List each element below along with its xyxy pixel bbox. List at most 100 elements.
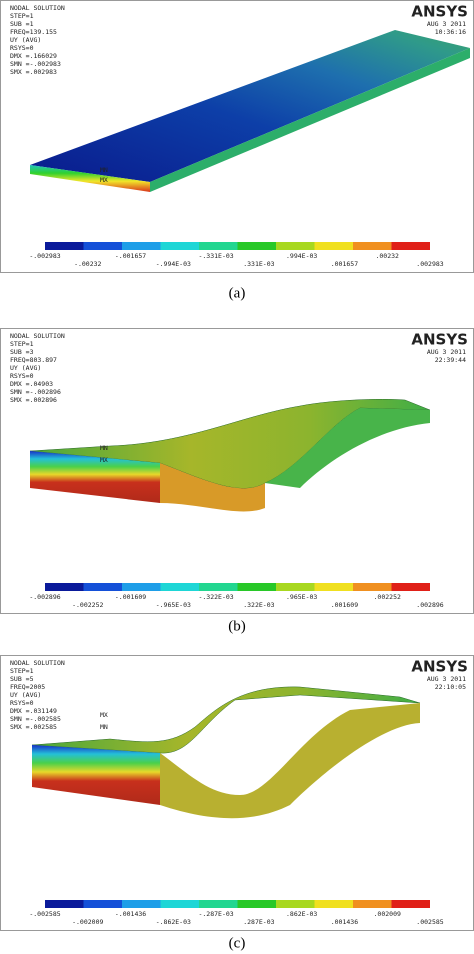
header-line: SMN =-.002983 bbox=[10, 60, 61, 68]
header-line: STEP=1 bbox=[10, 340, 34, 348]
caption: (c) bbox=[229, 935, 246, 951]
node-label: MN bbox=[100, 723, 108, 731]
legend-label: .002896 bbox=[416, 601, 443, 609]
ansys-logo: ANSYS bbox=[411, 3, 468, 21]
legend-swatch bbox=[45, 900, 84, 908]
header-line: RSYS=0 bbox=[10, 699, 34, 707]
plate-top bbox=[30, 30, 470, 182]
legend-swatch bbox=[122, 900, 161, 908]
legend-label: .002983 bbox=[416, 260, 443, 268]
date: AUG 3 2011 bbox=[427, 675, 466, 683]
legend-swatch bbox=[276, 900, 315, 908]
legend-label: .001609 bbox=[331, 601, 358, 609]
header-line: FREQ=2005 bbox=[10, 683, 45, 691]
legend-swatch bbox=[45, 583, 84, 591]
legend-swatch bbox=[122, 583, 161, 591]
legend-label: -.002009 bbox=[72, 918, 103, 926]
legend-swatch bbox=[237, 242, 276, 250]
header-line: SMX =.002896 bbox=[10, 396, 57, 404]
legend-label: -.00232 bbox=[74, 260, 101, 268]
plate-top bbox=[31, 686, 421, 754]
legend-swatch bbox=[199, 900, 238, 908]
ansys-logo: ANSYS bbox=[411, 658, 468, 676]
legend-label: -.002585 bbox=[29, 910, 60, 918]
legend-swatch bbox=[160, 900, 199, 908]
legend-label: .001657 bbox=[331, 260, 358, 268]
legend-label: -.994E-03 bbox=[156, 260, 191, 268]
time: 22:39:44 bbox=[435, 356, 466, 364]
header-line: RSYS=0 bbox=[10, 44, 34, 52]
legend-label: -.862E-03 bbox=[156, 918, 191, 926]
node-label: MN bbox=[100, 166, 108, 174]
header-line: UY (AVG) bbox=[10, 691, 41, 699]
legend-swatch bbox=[122, 242, 161, 250]
legend-swatch bbox=[391, 242, 430, 250]
legend-swatch bbox=[83, 900, 122, 908]
legend-swatch bbox=[160, 583, 199, 591]
header-line: DMX =.166029 bbox=[10, 52, 57, 60]
legend-swatch bbox=[391, 900, 430, 908]
legend-swatch bbox=[276, 242, 315, 250]
node-label: MX bbox=[100, 176, 108, 184]
plate-side bbox=[150, 48, 470, 192]
legend-label: .994E-03 bbox=[286, 252, 317, 260]
legend-swatch bbox=[353, 242, 392, 250]
legend-label: -.001609 bbox=[115, 593, 146, 601]
legend-swatch bbox=[199, 242, 238, 250]
header-line: STEP=1 bbox=[10, 12, 34, 20]
time: 10:36:16 bbox=[435, 28, 466, 36]
plate-front bbox=[32, 745, 160, 805]
caption: (a) bbox=[229, 285, 246, 301]
legend-label: .002009 bbox=[374, 910, 401, 918]
header-line: SMN =-.002896 bbox=[10, 388, 61, 396]
header-line: SUB =1 bbox=[10, 20, 34, 28]
legend-label: .002252 bbox=[374, 593, 401, 601]
header-line: SMX =.002585 bbox=[10, 723, 57, 731]
viewport bbox=[0, 655, 474, 931]
plate-edge bbox=[265, 408, 430, 488]
legend-label: .287E-03 bbox=[243, 918, 274, 926]
legend-label: .862E-03 bbox=[286, 910, 317, 918]
legend-swatch bbox=[45, 242, 84, 250]
header-line: UY (AVG) bbox=[10, 364, 41, 372]
legend-label: .965E-03 bbox=[286, 593, 317, 601]
legend-label: -.287E-03 bbox=[198, 910, 233, 918]
header-line: SMN =-.002585 bbox=[10, 715, 61, 723]
date: AUG 3 2011 bbox=[427, 348, 466, 356]
header-line: NODAL SOLUTION bbox=[10, 332, 65, 340]
header-line: FREQ=139.155 bbox=[10, 28, 57, 36]
plate-slope bbox=[160, 463, 265, 512]
legend-swatch bbox=[83, 242, 122, 250]
legend-label: .331E-03 bbox=[243, 260, 274, 268]
legend-label: -.965E-03 bbox=[156, 601, 191, 609]
header-line: NODAL SOLUTION bbox=[10, 659, 65, 667]
legend-label: -.002896 bbox=[29, 593, 60, 601]
date: AUG 3 2011 bbox=[427, 20, 466, 28]
header-line: SUB =3 bbox=[10, 348, 34, 356]
legend-swatch bbox=[314, 900, 353, 908]
legend-swatch bbox=[160, 242, 199, 250]
legend-label: -.001657 bbox=[115, 252, 146, 260]
caption: (b) bbox=[228, 618, 246, 634]
header-line: NODAL SOLUTION bbox=[10, 4, 65, 12]
header-line: SUB =5 bbox=[10, 675, 34, 683]
plate-valley bbox=[160, 703, 420, 819]
legend-swatch bbox=[353, 900, 392, 908]
legend-label: .322E-03 bbox=[243, 601, 274, 609]
legend-label: -.322E-03 bbox=[198, 593, 233, 601]
header-line: STEP=1 bbox=[10, 667, 34, 675]
legend-swatch bbox=[353, 583, 392, 591]
legend-swatch bbox=[237, 583, 276, 591]
legend-label: -.001436 bbox=[115, 910, 146, 918]
legend-label: -.331E-03 bbox=[198, 252, 233, 260]
legend-swatch bbox=[314, 242, 353, 250]
time: 22:10:05 bbox=[435, 683, 466, 691]
header-line: DMX =.04903 bbox=[10, 380, 53, 388]
legend-swatch bbox=[83, 583, 122, 591]
header-line: SMX =.002983 bbox=[10, 68, 57, 76]
legend-label: -.002252 bbox=[72, 601, 103, 609]
legend-swatch bbox=[314, 583, 353, 591]
